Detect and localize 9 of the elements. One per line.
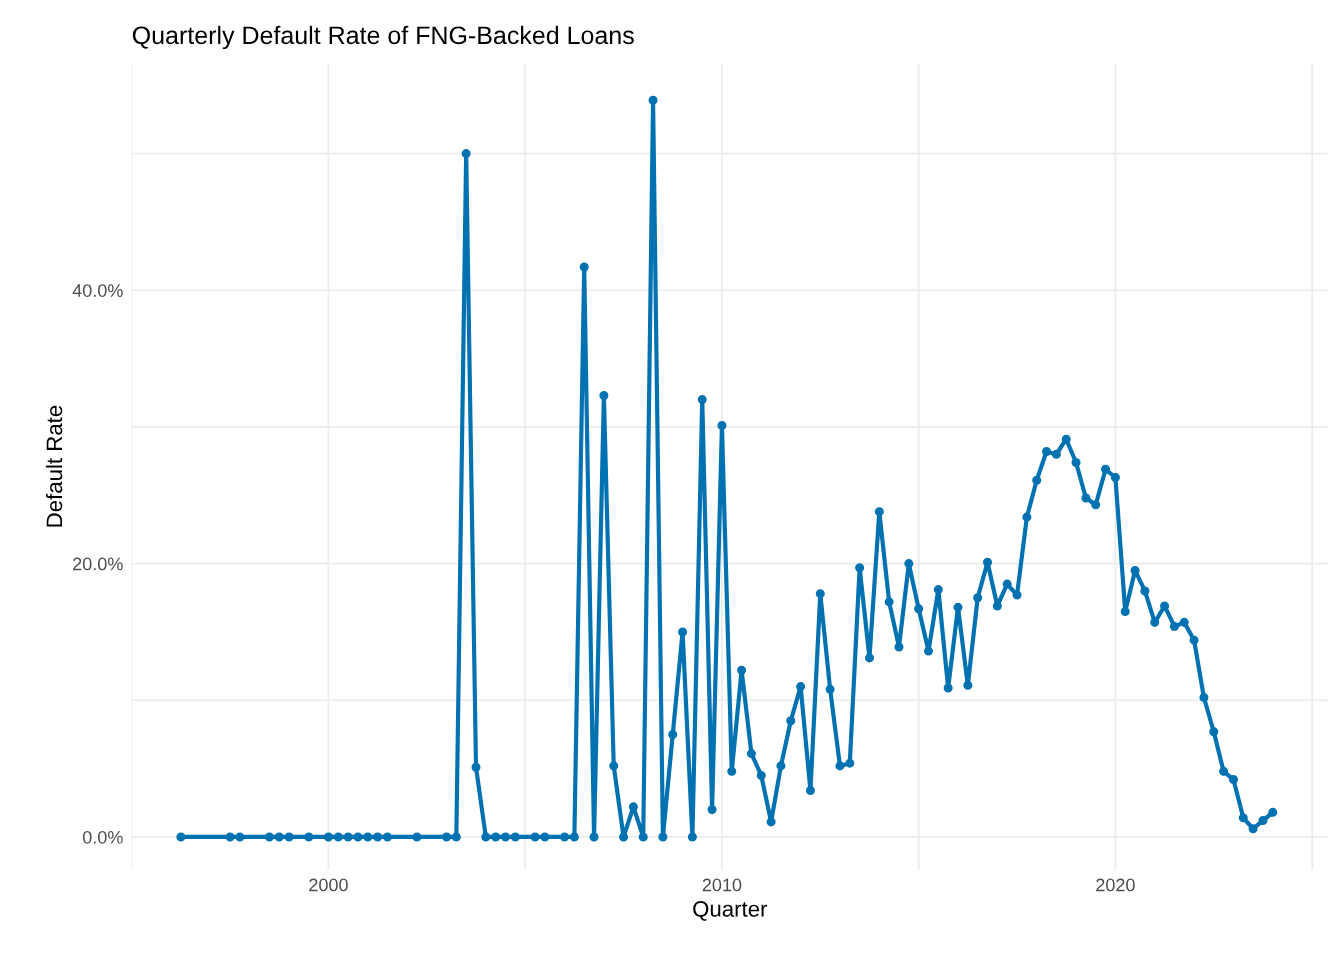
y-tick-label: 40.0% <box>72 284 123 297</box>
chart-title: Quarterly Default Rate of FNG-Backed Loans <box>132 25 634 50</box>
y-tick-label: 0.0% <box>82 830 123 844</box>
y-tick-label: 20.0% <box>73 557 123 571</box>
x-tick-label: 2020 <box>1096 878 1135 892</box>
y-axis-title: Default Rate <box>45 405 63 527</box>
x-axis-title: Quarter <box>693 901 768 921</box>
x-tick-label: 2000 <box>309 878 348 892</box>
x-tick-label: 2010 <box>702 878 742 892</box>
